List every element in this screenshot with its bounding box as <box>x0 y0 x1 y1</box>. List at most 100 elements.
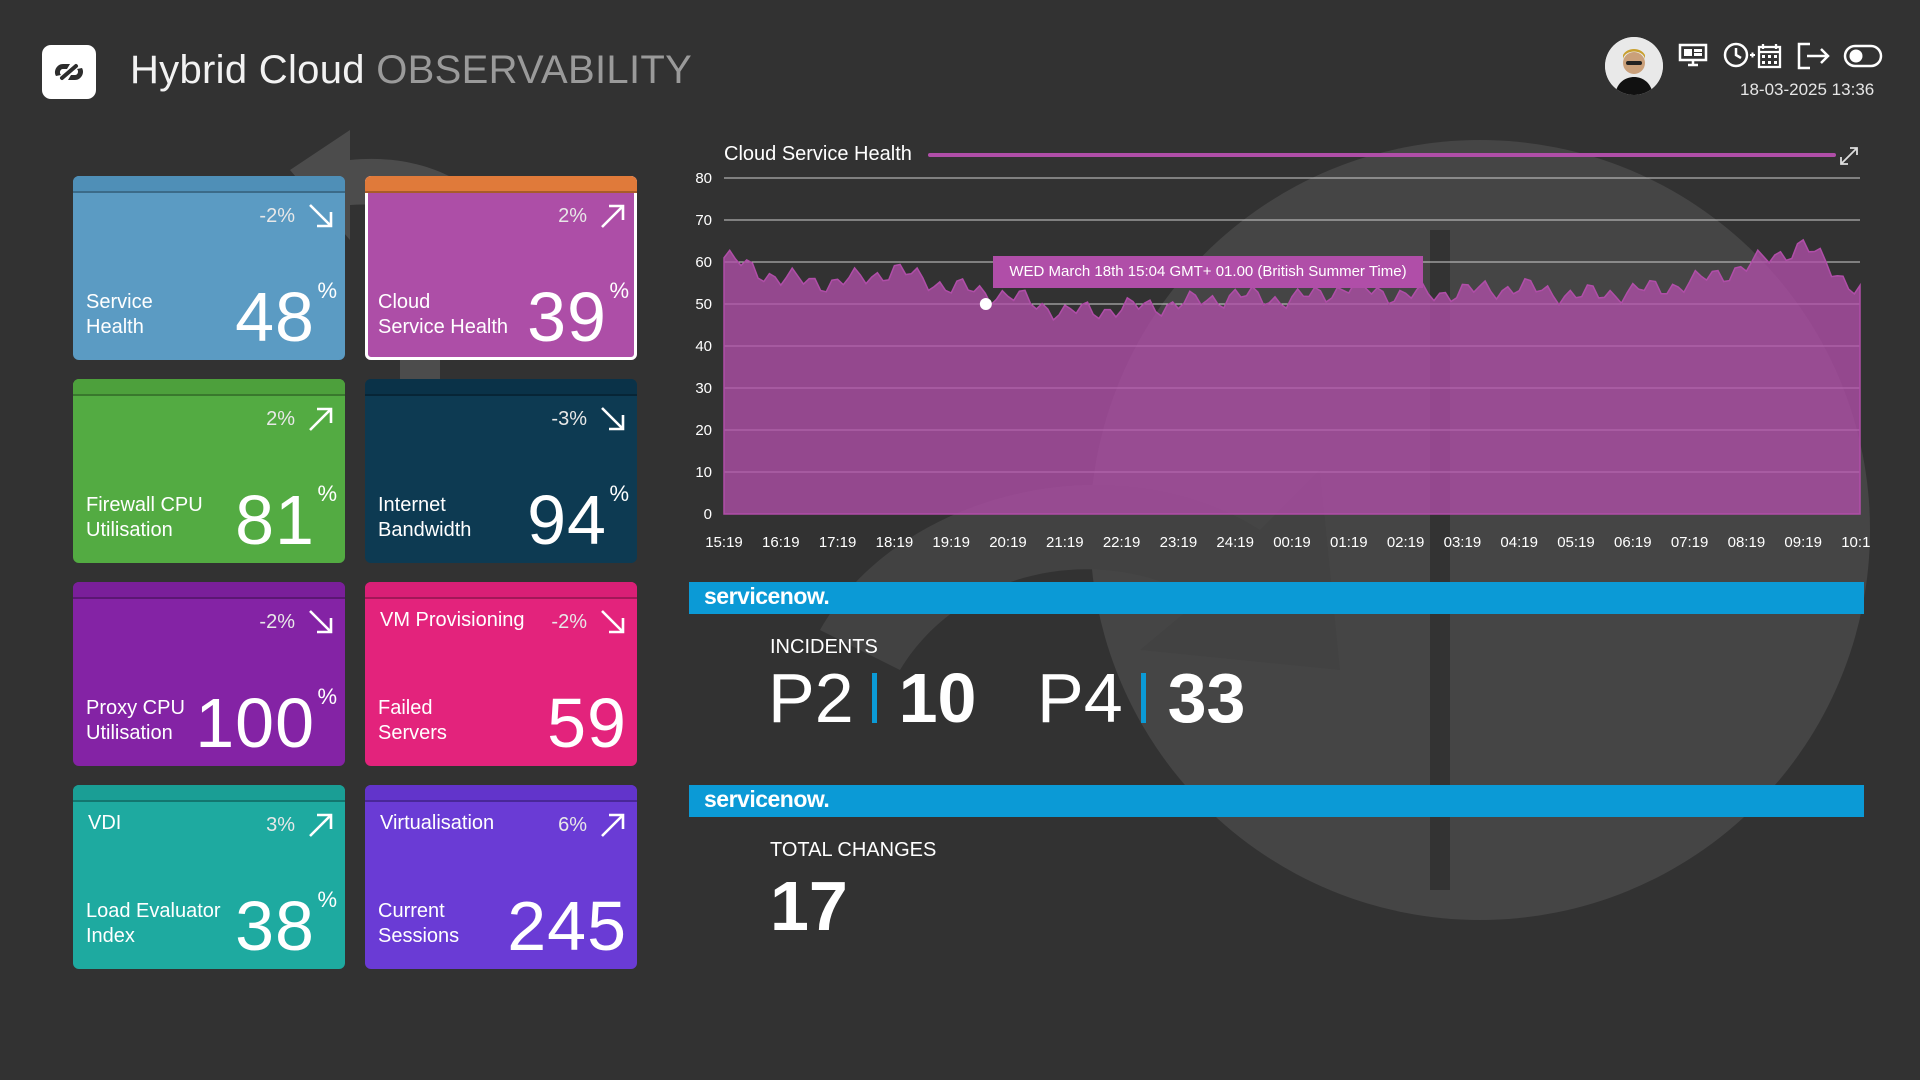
tile-accent-bar <box>73 379 345 396</box>
tile-accent-bar <box>365 379 637 396</box>
tile-change: 2% <box>266 408 295 430</box>
y-tick-label: 80 <box>695 170 712 187</box>
kpi-tile[interactable]: -2% Service Health 48% <box>73 176 345 360</box>
clock-calendar-icon[interactable] <box>1722 40 1784 72</box>
kpi-tile[interactable]: -3% Internet Bandwidth 94% <box>365 379 637 563</box>
tile-value: 39 <box>527 278 607 356</box>
monitor-icon[interactable] <box>1678 40 1708 72</box>
tile-label-line1: Failed <box>378 697 433 719</box>
arrow-up-right-icon <box>601 813 625 837</box>
avatar[interactable] <box>1605 37 1663 95</box>
series-area[interactable] <box>723 238 1861 515</box>
x-tick-label: 15:19 <box>705 534 743 551</box>
chart-title: Cloud Service Health <box>724 143 912 165</box>
toggle-icon[interactable] <box>1843 40 1883 72</box>
incident-p4-count: 33 <box>1167 659 1246 737</box>
tile-change: -2% <box>259 611 295 633</box>
link-logo-icon <box>54 64 84 80</box>
chart-legend-line[interactable] <box>928 153 1836 157</box>
page-title-sub: OBSERVABILITY <box>376 48 693 92</box>
kpi-tile[interactable]: 2% Cloud Service Health 39% <box>365 176 637 360</box>
chart-tooltip: WED March 18th 15:04 GMT+ 01.00 (British… <box>993 256 1423 288</box>
kpi-tile[interactable]: 2% Firewall CPU Utilisation 81% <box>73 379 345 563</box>
incident-p4[interactable]: P4 33 <box>1037 658 1246 738</box>
x-tick-label: 02:19 <box>1387 534 1425 551</box>
tile-label-line1: Cloud <box>378 291 431 313</box>
servicenow-logo: servicenow. <box>704 583 830 609</box>
x-tick-label: 06:19 <box>1614 534 1652 551</box>
kpi-tile[interactable]: Virtualisation 6% Current Sessions 245 <box>365 785 637 969</box>
divider <box>871 672 877 723</box>
x-tick-label: 24:19 <box>1216 534 1254 551</box>
tile-unit: % <box>317 278 337 303</box>
kpi-tile[interactable]: VDI 3% Load Evaluator Index 38% <box>73 785 345 969</box>
user-avatar-icon <box>1605 37 1663 95</box>
tile-label-line1: Internet <box>378 494 446 516</box>
tile-category: VM Provisioning <box>380 609 525 631</box>
tile-label: Load Evaluator Index <box>86 899 221 949</box>
highlighted-data-point[interactable] <box>979 298 992 310</box>
tile-label-line1: Firewall CPU <box>86 494 203 516</box>
app-logo[interactable] <box>42 45 96 99</box>
tile-accent-bar <box>365 176 637 193</box>
tile-label-line2: Utilisation <box>86 722 173 744</box>
y-tick-label: 30 <box>695 380 712 397</box>
tile-value: 100 <box>195 684 315 762</box>
x-tick-label: 16:19 <box>762 534 800 551</box>
divider <box>1140 672 1146 723</box>
total-changes-count[interactable]: 17 <box>770 867 848 945</box>
x-tick-label: 08:19 <box>1728 534 1766 551</box>
tile-label: Failed Servers <box>378 696 447 746</box>
tile-accent-bar <box>73 176 345 193</box>
tile-label-line2: Index <box>86 925 135 947</box>
incident-p4-label: P4 <box>1037 659 1123 737</box>
tile-value: 81 <box>235 481 315 559</box>
tile-unit: % <box>609 278 629 303</box>
tile-label: Current Sessions <box>378 899 459 949</box>
kpi-tile[interactable]: -2% Proxy CPU Utilisation 100% <box>73 582 345 766</box>
x-tick-label: 19:19 <box>932 534 970 551</box>
y-tick-label: 50 <box>695 296 712 313</box>
servicenow-changes-header: servicenow. <box>689 785 1864 817</box>
tile-value: 48 <box>235 278 315 356</box>
x-tick-label: 21:19 <box>1046 534 1084 551</box>
x-tick-label: 01:19 <box>1330 534 1368 551</box>
tile-label-line2: Sessions <box>378 925 460 947</box>
cloud-service-health-chart[interactable]: 0 10 20 30 40 50 60 70 80 15:19 16:19 17:19 18:19 19:… <box>690 168 1870 560</box>
tile-label: Internet Bandwidth <box>378 493 471 543</box>
incidents-caption: INCIDENTS <box>770 636 878 658</box>
tile-change: -2% <box>259 205 295 227</box>
expand-icon[interactable] <box>1838 145 1860 167</box>
x-tick-label: 05:19 <box>1557 534 1595 551</box>
tile-label-line2: Bandwidth <box>378 519 472 541</box>
servicenow-incidents-header: servicenow. <box>689 582 1864 614</box>
tile-accent-bar <box>365 785 637 802</box>
y-tick-label: 40 <box>695 338 712 355</box>
x-tick-label: 10:19 <box>1841 534 1870 551</box>
tile-label-line2: Service Health <box>378 316 509 338</box>
tile-value: 59 <box>547 684 627 762</box>
tile-value: 245 <box>507 887 627 965</box>
tile-unit: % <box>317 684 337 709</box>
arrow-up-right-icon <box>601 204 625 228</box>
page-title-main: Hybrid Cloud <box>130 48 365 92</box>
y-tick-label: 70 <box>695 212 712 229</box>
tile-value: 94 <box>527 481 607 559</box>
tile-unit: % <box>609 481 629 506</box>
arrow-down-right-icon <box>601 407 625 431</box>
y-tick-label: 20 <box>695 422 712 439</box>
arrow-down-right-icon <box>601 610 625 634</box>
x-tick-label: 22:19 <box>1103 534 1141 551</box>
incident-p2[interactable]: P2 10 <box>768 658 977 738</box>
tile-category: VDI <box>88 812 122 834</box>
tile-accent-bar <box>365 582 637 599</box>
kpi-tile[interactable]: VM Provisioning -2% Failed Servers 59 <box>365 582 637 766</box>
changes-caption: TOTAL CHANGES <box>770 839 937 861</box>
logout-icon[interactable] <box>1796 40 1832 72</box>
page-title: Hybrid Cloud OBSERVABILITY <box>130 48 692 93</box>
tile-change: 6% <box>558 814 587 836</box>
y-tick-label: 0 <box>704 506 712 523</box>
x-tick-label: 18:19 <box>876 534 914 551</box>
tile-label-line1: Load Evaluator <box>86 900 221 922</box>
tile-accent-bar <box>73 582 345 599</box>
